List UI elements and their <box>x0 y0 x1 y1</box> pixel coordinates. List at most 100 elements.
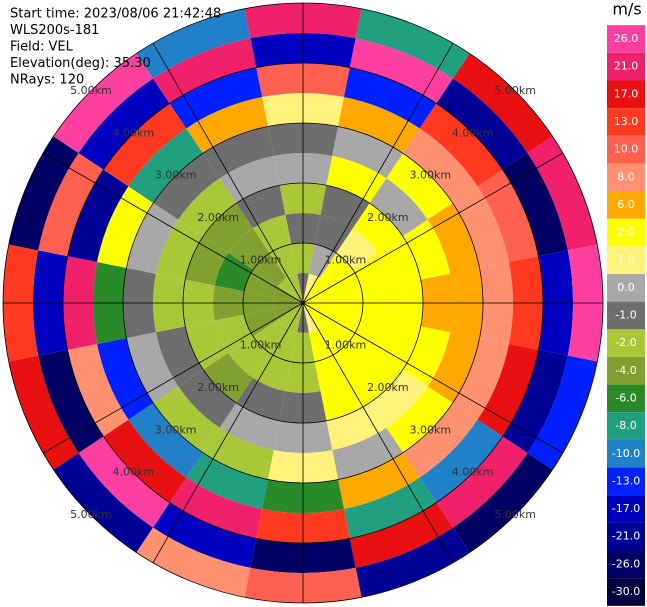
azimuth-line <box>42 302 304 454</box>
info-line: Elevation(deg): 35.30 <box>10 56 151 71</box>
info-line: NRays: 120 <box>10 73 84 88</box>
velocity-cell <box>452 186 509 268</box>
velocity-cell <box>203 353 253 403</box>
colorbar: 26.0 21.0 17.0 13.0 10.0 8.0 6.0 2.0 1.0 0.0 -1.0 -… <box>607 25 645 606</box>
range-ring-label: 3.00km <box>155 169 197 182</box>
azimuth-line <box>302 302 454 564</box>
velocity-cell <box>477 343 539 437</box>
azimuth-line <box>42 152 304 304</box>
colorbar-label: 13.0 <box>614 115 639 128</box>
colorbar-segment <box>607 218 645 247</box>
velocity-cell <box>419 103 503 187</box>
velocity-cell <box>369 178 428 237</box>
range-ring <box>242 242 364 364</box>
velocity-cell <box>527 355 598 470</box>
velocity-cell <box>236 377 286 421</box>
velocity-cell <box>126 332 179 404</box>
colorbar-segment <box>607 108 645 136</box>
velocity-cell <box>178 369 237 428</box>
velocity-cell <box>369 369 428 428</box>
colorbar-label: -10.0 <box>612 447 640 460</box>
colorbar-segment <box>607 274 645 302</box>
velocity-cell <box>319 319 353 353</box>
colorbar-label: -4.0 <box>615 364 636 377</box>
velocity-cell <box>128 128 203 203</box>
velocity-cell <box>336 336 378 378</box>
velocity-cell <box>78 436 170 528</box>
velocity-cell <box>252 352 292 392</box>
velocity-cell <box>427 202 480 274</box>
velocity-cell <box>355 8 470 79</box>
colorbar-segment <box>607 163 645 192</box>
velocity-cell <box>319 253 353 287</box>
colorbar-label: 26.0 <box>614 32 639 45</box>
range-ring-label: 1.00km <box>325 254 367 267</box>
velocity-cell <box>67 343 129 437</box>
velocity-cell <box>8 355 79 470</box>
colorbar-segment <box>607 191 645 219</box>
velocity-cell <box>78 78 170 170</box>
colorbar-segment <box>607 52 645 81</box>
velocity-cell <box>153 153 220 220</box>
velocity-cell <box>436 436 528 528</box>
range-ring-label: 3.00km <box>155 423 197 436</box>
colorbar-label: 17.0 <box>614 87 639 100</box>
colorbar-label: -21.0 <box>612 530 640 543</box>
velocity-cell <box>103 103 187 187</box>
velocity-cell <box>436 78 528 170</box>
colorbar-segment <box>607 356 645 385</box>
colorbar-segment <box>607 522 645 551</box>
velocity-cell <box>327 269 362 298</box>
colorbar-label: -13.0 <box>612 474 640 487</box>
ppi-axes: 1.00km 1.00km 1.00km 1.00km 2.00km 2.00km 2.00… <box>2 2 604 604</box>
velocity-cell <box>169 67 263 129</box>
range-ring <box>122 122 484 484</box>
colorbar-segment <box>607 135 645 164</box>
velocity-cell <box>244 308 279 337</box>
velocity-cell <box>386 153 453 220</box>
colorbar-segment <box>607 439 645 468</box>
range-ring-label: 2.00km <box>367 381 409 394</box>
velocity-cell <box>178 178 237 237</box>
colorbar-label: -17.0 <box>612 502 640 515</box>
velocity-cell <box>353 353 403 403</box>
colorbar-label: 21.0 <box>614 60 639 73</box>
velocity-cell <box>403 403 478 478</box>
velocity-cell <box>355 527 470 598</box>
velocity-cell <box>278 278 303 303</box>
velocity-cell <box>185 320 229 370</box>
velocity-cell <box>314 214 354 254</box>
info-line: Field: VEL <box>10 40 74 55</box>
range-ring-label: 5.00km <box>70 508 112 521</box>
colorbar-segment <box>607 550 645 579</box>
velocity-cell <box>402 219 451 280</box>
colorbar-segment <box>607 246 645 275</box>
velocity-cell <box>214 252 254 292</box>
colorbar-label: -26.0 <box>612 557 640 570</box>
velocity-cell <box>128 403 203 478</box>
velocity-cell <box>244 269 279 298</box>
velocity-cell <box>352 314 392 354</box>
velocity-cell <box>303 303 328 328</box>
info-line: WLS200s-181 <box>10 23 99 38</box>
velocity-cell <box>386 386 453 453</box>
range-ring-label: 1.00km <box>240 254 282 267</box>
range-ring-label: 1.00km <box>325 338 367 351</box>
azimuth-line <box>302 152 564 304</box>
velocity-cell <box>320 377 370 421</box>
range-ring-label: 4.00km <box>113 466 155 479</box>
velocity-cell <box>419 419 503 503</box>
velocity-cell <box>252 214 292 254</box>
colorbar-label: 2.0 <box>617 226 635 239</box>
velocity-cell <box>336 228 378 270</box>
velocity-cell <box>53 53 153 153</box>
velocity-cell <box>185 236 229 286</box>
velocity-cell <box>320 185 370 229</box>
velocity-cell <box>343 67 437 129</box>
colorbar-label: 6.0 <box>617 198 635 211</box>
azimuth-line <box>302 302 564 454</box>
azimuth-line <box>152 42 304 304</box>
range-ring-label: 1.00km <box>240 338 282 351</box>
velocity-cell <box>308 327 337 362</box>
